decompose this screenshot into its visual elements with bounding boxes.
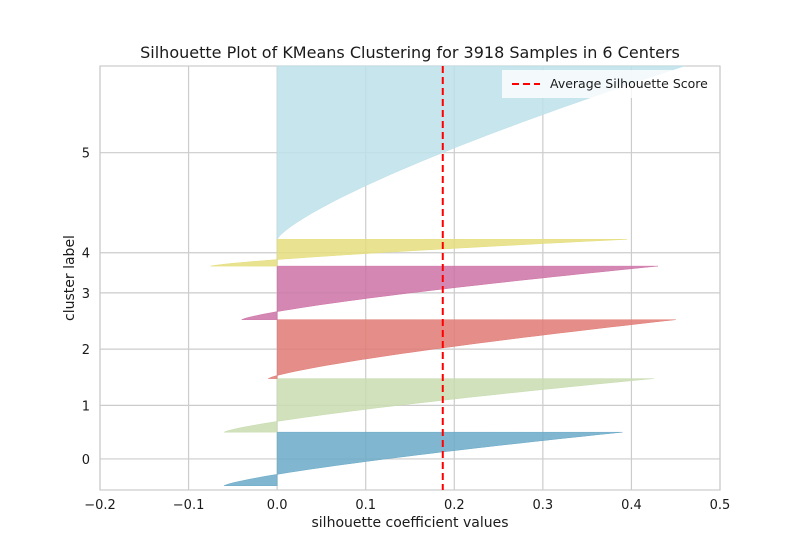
x-tick-label: 0.0 — [267, 498, 288, 513]
x-tick-label: 0.4 — [621, 498, 642, 513]
y-axis-label: cluster label — [62, 235, 78, 321]
cluster-4-area — [210, 239, 628, 267]
x-tick-label: −0.2 — [84, 498, 116, 513]
x-axis-label: silhouette coefficient values — [312, 515, 509, 531]
chart-title: Silhouette Plot of KMeans Clustering for… — [140, 43, 680, 62]
y-ticks: 0 1 2 3 4 5 — [82, 147, 90, 468]
cluster-3-area — [241, 265, 659, 320]
cluster-0-area — [223, 431, 623, 486]
x-tick-label: 0.5 — [710, 498, 731, 513]
cluster-2-area — [268, 319, 676, 379]
x-tick-label: 0.3 — [533, 498, 554, 513]
cluster-1-area — [223, 378, 654, 433]
grid-lines — [99, 66, 721, 490]
x-tick-label: 0.1 — [355, 498, 376, 513]
y-tick-label: 1 — [82, 399, 90, 414]
legend-label: Average Silhouette Score — [550, 76, 708, 91]
x-ticks: −0.2 −0.1 0.0 0.1 0.2 0.3 0.4 0.5 — [84, 498, 730, 513]
legend: Average Silhouette Score — [502, 70, 714, 98]
y-tick-label: 3 — [82, 287, 90, 302]
y-tick-label: 2 — [82, 343, 90, 358]
x-tick-label: −0.1 — [173, 498, 205, 513]
y-tick-label: 4 — [82, 247, 90, 262]
silhouette-areas — [210, 65, 685, 486]
x-tick-label: 0.2 — [444, 498, 465, 513]
y-tick-label: 0 — [82, 453, 90, 468]
y-tick-label: 5 — [82, 147, 90, 162]
